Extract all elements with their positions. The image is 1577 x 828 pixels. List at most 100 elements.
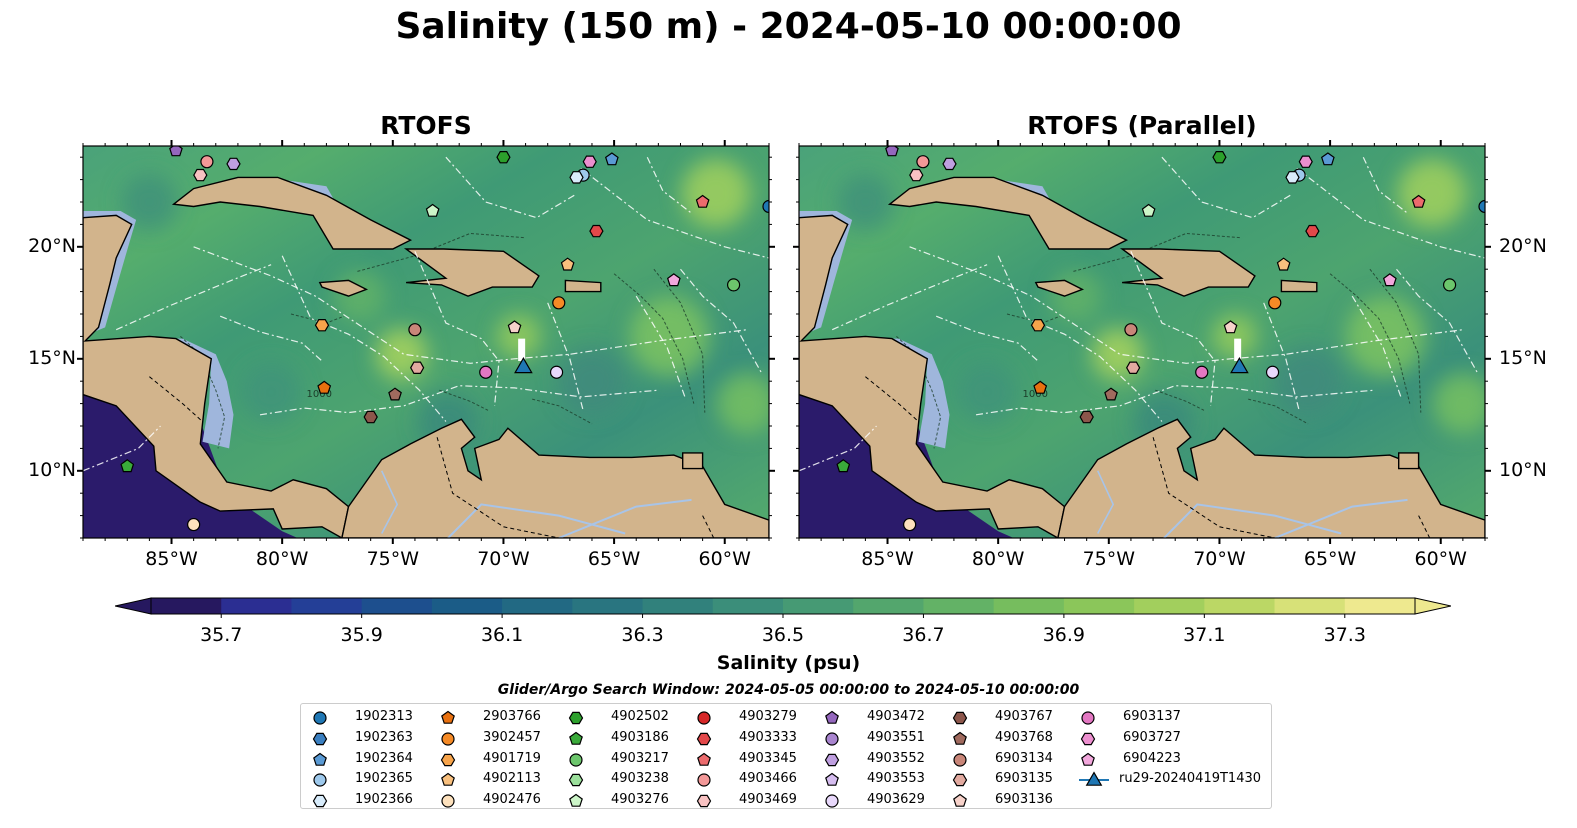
salinity-blob xyxy=(557,347,626,416)
legend-symbol xyxy=(1085,771,1103,787)
salinity-colorbar xyxy=(115,597,1451,618)
eez-boundary xyxy=(281,255,447,422)
bathymetry-contour xyxy=(532,398,593,425)
shelf-area xyxy=(175,338,234,449)
legend-marker xyxy=(952,774,968,787)
bathymetry-contour xyxy=(439,389,489,411)
river xyxy=(380,470,399,534)
legend-label: 4903472 xyxy=(867,709,925,724)
legend-marker xyxy=(696,732,712,745)
legend-marker xyxy=(312,794,328,808)
float-marker-4902113 xyxy=(1276,257,1291,271)
legend-symbol xyxy=(569,731,583,745)
legend-marker xyxy=(313,773,327,787)
glider-track xyxy=(518,338,526,362)
panel-title-right: RTOFS (Parallel) xyxy=(1027,111,1257,140)
legend-symbol xyxy=(952,711,968,725)
legend-label: 6903727 xyxy=(1123,729,1181,745)
colorbar-segment xyxy=(783,598,854,614)
eez-boundary xyxy=(1130,251,1216,406)
legend-label: 4903217 xyxy=(611,750,669,766)
colorbar-segment xyxy=(151,598,222,614)
legend-symbol xyxy=(825,773,839,787)
colorbar-segment xyxy=(923,598,995,614)
legend-symbol xyxy=(1080,732,1096,745)
float-marker-6904223 xyxy=(1382,273,1397,287)
float-marker-4903768 xyxy=(388,387,402,401)
legend-symbol xyxy=(313,752,327,766)
float-marker-4903472 xyxy=(169,146,183,157)
legend-marker xyxy=(313,752,327,766)
legend-marker xyxy=(953,731,967,745)
legend-symbol xyxy=(697,752,711,766)
legend-symbol xyxy=(313,711,327,725)
eez-boundary xyxy=(680,268,763,375)
legend-label: 1902363 xyxy=(355,729,413,745)
legend-marker xyxy=(697,773,711,787)
legend-label: 6903137 xyxy=(1123,709,1181,724)
float-marker-6903136 xyxy=(1223,320,1238,334)
legend-symbol xyxy=(824,753,840,766)
legend-symbol xyxy=(569,793,583,807)
float-marker-4902502 xyxy=(1212,150,1227,164)
bathymetry-contour xyxy=(1155,389,1205,411)
map-content: 1000 xyxy=(799,146,1485,538)
legend-symbol xyxy=(696,732,712,745)
colorbar-segment xyxy=(1204,598,1276,614)
eez-boundary xyxy=(646,156,692,214)
legend-marker xyxy=(697,752,711,766)
float-marker-4903552 xyxy=(226,157,241,171)
eez-boundary xyxy=(1161,156,1291,219)
colorbar-extend-high xyxy=(1414,597,1451,615)
colorbar-segment xyxy=(1344,598,1416,614)
legend-marker xyxy=(953,752,967,767)
float-marker-6903135 xyxy=(1126,361,1141,374)
legend-symbol xyxy=(568,774,584,787)
legend-marker xyxy=(1081,711,1095,725)
map-panel-rtofs: 1000 xyxy=(77,140,775,544)
search-window-caption: Glider/Argo Search Window: 2024-05-05 00… xyxy=(497,682,1080,698)
land-jamaica xyxy=(1034,279,1085,297)
eez-boundary xyxy=(580,167,769,259)
legend-label: 4903466 xyxy=(739,771,797,787)
lat-tick-label-right: 20°N xyxy=(1499,234,1547,257)
colorbar-segment xyxy=(291,598,363,614)
float-marker-4903469 xyxy=(193,168,208,182)
float-marker-1902313 xyxy=(762,199,769,214)
colorbar-tick-label: 36.7 xyxy=(902,624,945,646)
land-cuba xyxy=(887,176,1129,250)
legend-label: 6903136 xyxy=(995,792,1053,808)
float-marker-ru29-20240419T1430 xyxy=(514,356,533,374)
legend-marker xyxy=(953,793,967,807)
eez-boundary xyxy=(259,385,659,416)
bathymetry-contour xyxy=(613,273,695,404)
float-marker-6903134 xyxy=(408,323,422,337)
eez-boundary xyxy=(83,425,161,472)
legend-label: 3902457 xyxy=(483,729,541,745)
float-marker-4903469 xyxy=(909,168,924,182)
land-trinidad xyxy=(682,452,704,470)
legend-marker xyxy=(312,732,328,745)
land-cuba xyxy=(171,176,413,250)
float-marker-6904223 xyxy=(666,273,681,287)
eez-boundary xyxy=(115,264,272,331)
float-marker-4903276 xyxy=(1141,203,1156,217)
eez-boundary xyxy=(799,425,877,472)
colorbar-segment xyxy=(572,598,644,614)
colorbar-tick-label: 37.3 xyxy=(1323,624,1366,646)
colorbar-tick-label: 35.7 xyxy=(200,624,243,646)
legend-label: 6904223 xyxy=(1123,750,1181,766)
legend-marker xyxy=(441,732,455,746)
lat-tick-label-left: 15°N xyxy=(28,346,76,369)
country-border xyxy=(149,376,203,422)
lat-tick-label-right: 15°N xyxy=(1499,346,1547,369)
land-puertorico xyxy=(564,279,602,293)
legend-symbol xyxy=(697,773,711,787)
land-southamerica xyxy=(341,418,769,538)
lon-tick-label: 60°W xyxy=(1414,548,1467,570)
legend-label: 1902365 xyxy=(355,771,413,787)
float-marker-6903137 xyxy=(1195,365,1209,379)
bathymetry-contour xyxy=(357,232,526,272)
float-marker-1902313 xyxy=(1478,199,1485,214)
country-border xyxy=(436,437,559,538)
